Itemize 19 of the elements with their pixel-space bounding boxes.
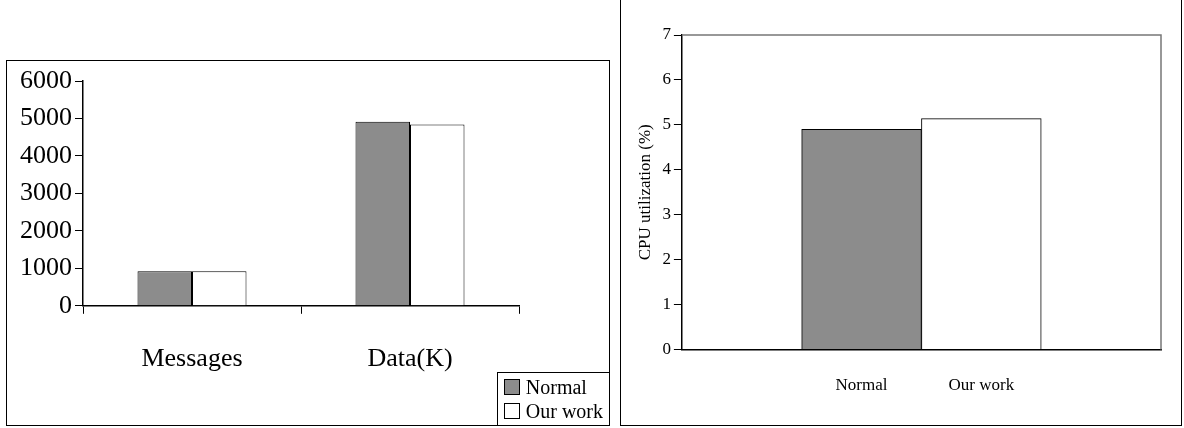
- x-tick-label: Messages: [141, 343, 243, 373]
- x-tick-label: Data(K): [367, 343, 453, 373]
- y-tick-label: 7: [662, 24, 672, 44]
- y-tick-label: 3000: [20, 177, 72, 207]
- y-tick-label: 4: [662, 159, 672, 179]
- y-tick-label: 1: [662, 294, 671, 314]
- y-tick-label: 1000: [20, 252, 72, 282]
- y-tick-label: 2000: [20, 214, 72, 244]
- y-tick-label: 3: [662, 204, 671, 224]
- y-tick-label: 5000: [20, 102, 72, 132]
- y-tick-label: 6000: [20, 64, 72, 94]
- y-tick-label: 2: [662, 249, 671, 269]
- y-tick-label: 0: [59, 289, 72, 319]
- y-tick-label: 5: [662, 114, 671, 134]
- y-tick-label: 6: [662, 69, 671, 89]
- text: Our work: [525, 399, 603, 423]
- y-tick-label: 4000: [20, 139, 72, 169]
- y-axis-title: CPU utilization (%): [634, 124, 654, 261]
- y-tick-label: 0: [662, 339, 671, 359]
